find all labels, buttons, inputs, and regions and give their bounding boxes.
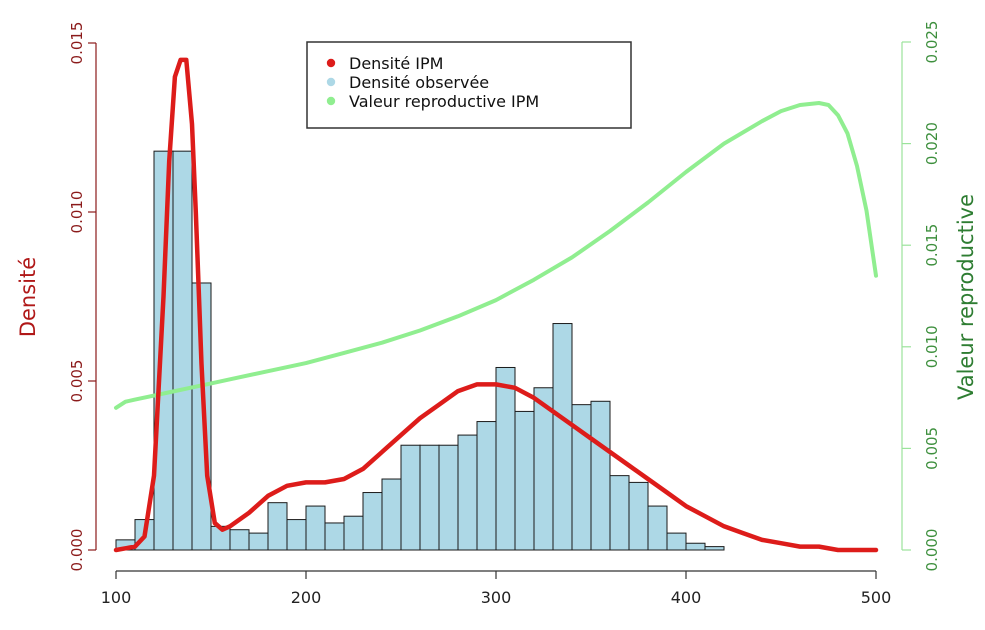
right-axis-title: Valeur reproductive <box>954 194 978 400</box>
legend-label: Densité IPM <box>349 54 443 73</box>
histogram-bar <box>704 546 725 551</box>
left-tick-label: 0.005 <box>68 360 86 403</box>
histogram-bar <box>495 366 516 551</box>
histogram-bar <box>362 492 383 551</box>
histogram-bar <box>381 478 402 551</box>
right-tick-label: 0.025 <box>923 21 941 64</box>
histogram <box>115 150 725 551</box>
x-tick-label: 200 <box>291 588 322 607</box>
legend-label: Valeur reproductive IPM <box>349 92 539 111</box>
x-tick-label: 300 <box>481 588 512 607</box>
left-axis: 0.000 0.005 0.010 0.015 <box>68 22 97 572</box>
left-tick-label: 0.000 <box>68 529 86 572</box>
histogram-bar <box>590 400 611 551</box>
histogram-bar <box>172 150 193 551</box>
right-tick-label: 0.015 <box>923 224 941 267</box>
histogram-bar <box>685 542 706 551</box>
histogram-bar <box>457 434 478 551</box>
right-tick-label: 0.020 <box>923 122 941 165</box>
histogram-bar <box>647 505 668 551</box>
histogram-bar <box>666 532 687 551</box>
left-axis-title: Densité <box>16 257 40 337</box>
x-tick-label: 100 <box>101 588 132 607</box>
histogram-bar <box>400 444 421 551</box>
x-tick-label: 400 <box>671 588 702 607</box>
left-tick-label: 0.015 <box>68 22 86 65</box>
legend-swatch <box>326 96 336 106</box>
histogram-bar <box>438 444 459 551</box>
reproductive-value-line <box>114 101 878 410</box>
histogram-bar <box>324 522 345 551</box>
histogram-bar <box>343 515 364 551</box>
histogram-bar <box>305 505 326 551</box>
right-axis: 0.000 0.005 0.010 0.015 0.020 0.025 <box>901 21 941 572</box>
legend-box <box>306 41 632 129</box>
bottom-axis: 100 200 300 400 500 <box>101 570 892 607</box>
histogram-bar <box>419 444 440 551</box>
left-tick-label: 0.010 <box>68 191 86 234</box>
right-tick-label: 0.000 <box>923 529 941 572</box>
histogram-bar <box>552 323 573 551</box>
histogram-bar <box>248 532 269 551</box>
histogram-bar <box>153 150 174 551</box>
legend-swatch <box>326 58 336 68</box>
legend-label: Densité observée <box>349 73 489 92</box>
legend-swatch <box>326 77 336 87</box>
histogram-bar <box>628 481 649 551</box>
histogram-bar <box>267 502 288 551</box>
histogram-bar <box>514 410 535 551</box>
x-tick-label: 500 <box>861 588 892 607</box>
histogram-bar <box>476 421 497 551</box>
histogram-bar <box>609 475 630 551</box>
histogram-bar <box>229 529 250 551</box>
right-tick-label: 0.005 <box>923 427 941 470</box>
histogram-bar <box>286 519 307 551</box>
right-tick-label: 0.010 <box>923 325 941 368</box>
ipm-density-line <box>113 57 879 553</box>
